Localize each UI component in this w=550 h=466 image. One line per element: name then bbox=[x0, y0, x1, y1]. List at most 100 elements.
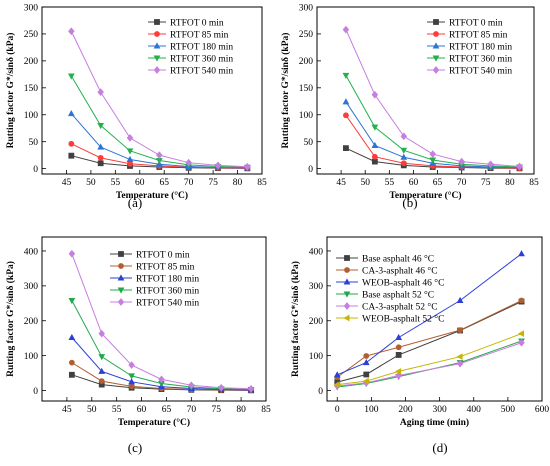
data-point bbox=[97, 154, 104, 161]
y-tick-label: 100 bbox=[299, 111, 314, 121]
data-point bbox=[371, 158, 378, 165]
y-tick-label: 0 bbox=[308, 165, 313, 175]
data-point bbox=[371, 153, 378, 160]
panel-label: (b) bbox=[402, 195, 417, 210]
y-tick-label: 50 bbox=[29, 138, 39, 148]
data-point bbox=[98, 329, 105, 338]
legend-marker bbox=[344, 255, 350, 261]
data-point bbox=[395, 344, 402, 351]
data-point bbox=[362, 359, 370, 366]
x-tick-label: 65 bbox=[162, 405, 172, 415]
x-tick-label: 55 bbox=[112, 405, 122, 415]
data-point bbox=[456, 296, 464, 304]
x-tick-label: 65 bbox=[159, 178, 169, 188]
legend-label: RTFOT 0 min bbox=[170, 18, 224, 28]
y-axis-title: Rutting factor G*/sinδ (kPa) bbox=[5, 33, 16, 149]
data-point bbox=[68, 140, 75, 147]
x-tick-label: 85 bbox=[257, 178, 267, 188]
series-6 bbox=[333, 330, 525, 388]
x-tick-label: 200 bbox=[398, 405, 413, 415]
data-point bbox=[400, 160, 407, 167]
data-point bbox=[429, 150, 436, 158]
plot-frame bbox=[316, 6, 535, 175]
data-point bbox=[400, 153, 408, 160]
panel-label: (d) bbox=[432, 440, 447, 455]
legend-label: Base asphalt 46 °C bbox=[362, 253, 434, 264]
legend: Base asphalt 46 °CCA-3-asphalt 46 °CWEOB… bbox=[336, 253, 444, 324]
y-tick-label: 0 bbox=[318, 387, 323, 397]
data-point bbox=[68, 359, 75, 366]
legend-marker bbox=[433, 31, 439, 37]
data-point bbox=[68, 249, 76, 258]
panel-label: (a) bbox=[128, 195, 142, 210]
y-tick-label: 50 bbox=[304, 138, 314, 148]
x-tick-label: 500 bbox=[501, 405, 516, 415]
plot-frame bbox=[41, 6, 263, 175]
data-point bbox=[343, 112, 349, 119]
x-axis-title: Aging time (min) bbox=[400, 417, 469, 428]
data-point bbox=[68, 27, 75, 36]
data-point bbox=[333, 381, 340, 388]
data-point bbox=[457, 327, 463, 334]
y-axis-title: Rutting factor G*/sinδ (kPa) bbox=[290, 261, 301, 377]
y-tick-label: 0 bbox=[33, 165, 38, 175]
data-point bbox=[126, 134, 134, 142]
data-point bbox=[185, 158, 192, 167]
series-3 bbox=[333, 250, 525, 378]
legend-marker bbox=[344, 267, 350, 273]
data-point bbox=[214, 161, 222, 170]
x-tick-label: 55 bbox=[385, 178, 395, 188]
legend-marker bbox=[117, 298, 125, 306]
data-point bbox=[395, 352, 402, 358]
legend-label: WEOB-asphalt 46 °C bbox=[362, 277, 444, 288]
data-point bbox=[343, 145, 349, 152]
series-5 bbox=[342, 25, 523, 171]
data-point bbox=[363, 353, 370, 359]
data-point bbox=[98, 378, 105, 385]
data-point bbox=[518, 250, 525, 257]
data-point bbox=[97, 160, 104, 167]
panel-label: (c) bbox=[128, 440, 142, 455]
data-point bbox=[128, 361, 135, 369]
legend-label: RTFOT 540 min bbox=[170, 66, 233, 76]
legend-marker bbox=[343, 291, 351, 298]
legend-marker bbox=[432, 55, 440, 62]
legend-label: RTFOT 0 min bbox=[449, 18, 503, 28]
y-tick-label: 300 bbox=[24, 282, 39, 292]
y-tick-label: 400 bbox=[24, 247, 39, 257]
legend-label: RTFOT 360 min bbox=[136, 286, 199, 296]
data-point bbox=[517, 330, 525, 338]
x-tick-label: 45 bbox=[62, 405, 72, 415]
x-tick-label: 45 bbox=[62, 178, 72, 188]
y-axis-title: Rutting factor G*/sinδ (kPa) bbox=[5, 261, 16, 377]
x-tick-label: 600 bbox=[535, 405, 550, 415]
data-point bbox=[456, 353, 463, 361]
data-point bbox=[395, 333, 403, 341]
x-tick-label: 60 bbox=[135, 178, 145, 188]
legend-marker bbox=[432, 66, 440, 74]
y-tick-label: 300 bbox=[24, 3, 39, 13]
data-point bbox=[516, 162, 523, 171]
x-tick-label: 85 bbox=[261, 405, 271, 415]
x-tick-label: 85 bbox=[529, 178, 539, 188]
legend-label: RTFOT 180 min bbox=[170, 42, 233, 52]
y-tick-label: 300 bbox=[309, 282, 324, 292]
legend-marker bbox=[432, 42, 440, 49]
data-point bbox=[458, 157, 465, 166]
data-point bbox=[333, 371, 341, 378]
data-point bbox=[98, 354, 106, 361]
legend-marker bbox=[118, 251, 124, 257]
legend-label: CA-3-asphalt 52 °C bbox=[362, 301, 438, 312]
x-tick-label: 80 bbox=[505, 178, 515, 188]
x-axis-title: Temperature (°C) bbox=[116, 190, 188, 201]
data-point bbox=[126, 155, 134, 162]
x-tick-label: 100 bbox=[364, 405, 379, 415]
data-point bbox=[342, 72, 350, 80]
series-5 bbox=[68, 249, 255, 393]
data-point bbox=[156, 151, 163, 159]
legend-marker bbox=[433, 19, 439, 25]
data-point bbox=[247, 384, 255, 393]
data-point bbox=[371, 141, 379, 148]
x-tick-label: 45 bbox=[336, 178, 346, 188]
data-point bbox=[68, 333, 76, 341]
